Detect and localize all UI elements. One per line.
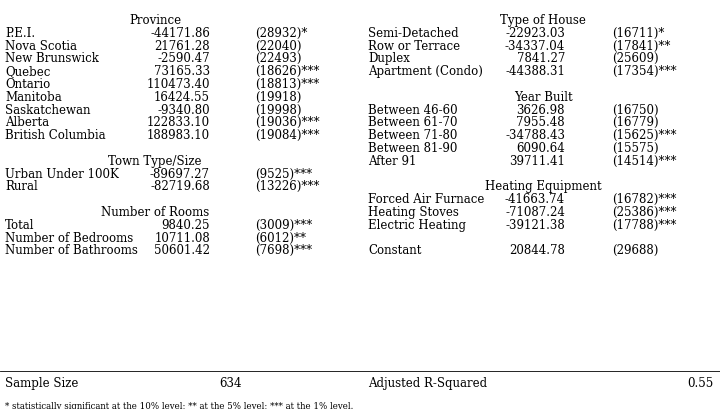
Text: 39711.41: 39711.41 [509,155,565,167]
Text: Rural: Rural [5,180,37,193]
Text: (17841)**: (17841)** [612,40,670,52]
Text: Electric Heating: Electric Heating [368,218,466,231]
Text: (22493): (22493) [255,52,302,65]
Text: Number of Bathrooms: Number of Bathrooms [5,244,138,257]
Text: (19036)***: (19036)*** [255,116,320,129]
Text: Nova Scotia: Nova Scotia [5,40,77,52]
Text: Sample Size: Sample Size [5,376,78,389]
Text: (19918): (19918) [255,90,302,103]
Text: (18813)***: (18813)*** [255,78,319,91]
Text: Between 81-90: Between 81-90 [368,142,457,155]
Text: After 91: After 91 [368,155,416,167]
Text: -34788.43: -34788.43 [505,129,565,142]
Text: * statistically significant at the 10% level; ** at the 5% level; *** at the 1% : * statistically significant at the 10% l… [5,401,354,409]
Text: (17788)***: (17788)*** [612,218,676,231]
Text: Manitoba: Manitoba [5,90,62,103]
Text: 10711.08: 10711.08 [154,231,210,244]
Text: Between 46-60: Between 46-60 [368,103,458,116]
Text: (16711)*: (16711)* [612,27,665,40]
Text: New Brunswick: New Brunswick [5,52,99,65]
Text: 0.55: 0.55 [688,376,714,389]
Text: Number of Bedrooms: Number of Bedrooms [5,231,133,244]
Text: -34337.04: -34337.04 [505,40,565,52]
Text: Province: Province [129,14,181,27]
Text: -9340.80: -9340.80 [158,103,210,116]
Text: Semi-Detached: Semi-Detached [368,27,459,40]
Text: (19998): (19998) [255,103,302,116]
Text: (25386)***: (25386)*** [612,205,677,218]
Text: Between 71-80: Between 71-80 [368,129,457,142]
Text: -89697.27: -89697.27 [150,167,210,180]
Text: Quebec: Quebec [5,65,50,78]
Text: (9525)***: (9525)*** [255,167,312,180]
Text: Type of House: Type of House [500,14,586,27]
Text: 6090.64: 6090.64 [516,142,565,155]
Text: -2590.47: -2590.47 [158,52,210,65]
Text: 16424.55: 16424.55 [154,90,210,103]
Text: (16782)***: (16782)*** [612,193,676,206]
Text: Year Built: Year Built [513,90,572,103]
Text: -39121.38: -39121.38 [505,218,565,231]
Text: Heating Equipment: Heating Equipment [485,180,601,193]
Text: -44388.31: -44388.31 [505,65,565,78]
Text: Adjusted R-Squared: Adjusted R-Squared [368,376,487,389]
Text: 9840.25: 9840.25 [161,218,210,231]
Text: (16750): (16750) [612,103,659,116]
Text: 3626.98: 3626.98 [516,103,565,116]
Text: Duplex: Duplex [368,52,410,65]
Text: -71087.24: -71087.24 [505,205,565,218]
Text: (28932)*: (28932)* [255,27,307,40]
Text: 7841.27: 7841.27 [517,52,565,65]
Text: -41663.74: -41663.74 [505,193,565,206]
Text: -82719.68: -82719.68 [150,180,210,193]
Text: 20844.78: 20844.78 [509,244,565,257]
Text: 7955.48: 7955.48 [516,116,565,129]
Text: -44171.86: -44171.86 [150,27,210,40]
Text: (17354)***: (17354)*** [612,65,677,78]
Text: Apartment (Condo): Apartment (Condo) [368,65,483,78]
Text: -22923.03: -22923.03 [505,27,565,40]
Text: (6012)**: (6012)** [255,231,306,244]
Text: Total: Total [5,218,35,231]
Text: (29688): (29688) [612,244,658,257]
Text: (14514)***: (14514)*** [612,155,677,167]
Text: Saskatchewan: Saskatchewan [5,103,91,116]
Text: 73165.33: 73165.33 [154,65,210,78]
Text: Row or Terrace: Row or Terrace [368,40,460,52]
Text: Constant: Constant [368,244,421,257]
Text: (7698)***: (7698)*** [255,244,312,257]
Text: (15575): (15575) [612,142,659,155]
Text: 21761.28: 21761.28 [154,40,210,52]
Text: (13226)***: (13226)*** [255,180,320,193]
Text: 188983.10: 188983.10 [147,129,210,142]
Text: (16779): (16779) [612,116,659,129]
Text: P.E.I.: P.E.I. [5,27,35,40]
Text: Town Type/Size: Town Type/Size [108,155,202,167]
Text: (25609): (25609) [612,52,659,65]
Text: 50601.42: 50601.42 [154,244,210,257]
Text: Alberta: Alberta [5,116,49,129]
Text: 122833.10: 122833.10 [147,116,210,129]
Text: (18626)***: (18626)*** [255,65,320,78]
Text: (19084)***: (19084)*** [255,129,320,142]
Text: Number of Rooms: Number of Rooms [101,205,209,218]
Text: (15625)***: (15625)*** [612,129,677,142]
Text: (22040): (22040) [255,40,302,52]
Text: (3009)***: (3009)*** [255,218,312,231]
Text: Urban Under 100K: Urban Under 100K [5,167,119,180]
Text: Between 61-70: Between 61-70 [368,116,457,129]
Text: Ontario: Ontario [5,78,50,91]
Text: 110473.40: 110473.40 [146,78,210,91]
Text: 634: 634 [219,376,241,389]
Text: Heating Stoves: Heating Stoves [368,205,459,218]
Text: British Columbia: British Columbia [5,129,106,142]
Text: Forced Air Furnace: Forced Air Furnace [368,193,485,206]
